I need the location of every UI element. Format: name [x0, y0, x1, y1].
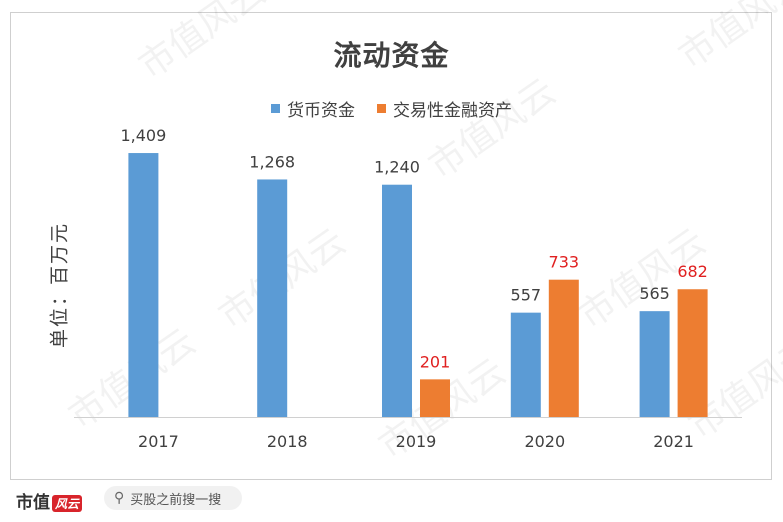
- data-label-series-2: 201: [420, 352, 451, 371]
- watermark-text: 市值风云: [132, 0, 273, 87]
- x-tick-label: 2017: [138, 432, 179, 451]
- footer-bar: 市值 风云 ⚲ 买股之前搜一搜: [0, 480, 783, 522]
- search-placeholder: 买股之前搜一搜: [130, 492, 222, 508]
- bar-series-1: [510, 312, 541, 417]
- bar-series-1: [257, 179, 288, 417]
- bar-series-2: [420, 379, 450, 417]
- data-label-series-1: 1,240: [374, 158, 420, 177]
- search-icon: ⚲: [114, 490, 125, 506]
- brand-logo-text: 市值: [16, 493, 50, 513]
- data-label-series-1: 565: [639, 284, 670, 303]
- x-tick-label: 2018: [267, 432, 308, 451]
- x-tick-label: 2021: [653, 432, 694, 451]
- x-tick-label: 2019: [396, 432, 437, 451]
- legend-label-series-1: 货币资金: [287, 101, 355, 121]
- watermark-text: 市值风云: [672, 0, 783, 77]
- bar-series-2: [548, 279, 579, 417]
- watermark-text: 市值风云: [422, 71, 563, 187]
- legend-swatch-series-2: [377, 104, 386, 113]
- bar-series-1: [128, 153, 159, 417]
- data-label-series-1: 1,409: [120, 126, 166, 145]
- data-label-series-2: 682: [677, 262, 708, 281]
- brand-logo-mark: 风云: [52, 495, 83, 512]
- brand-logo: 市值 风云: [16, 488, 83, 513]
- bar-series-2: [677, 289, 708, 417]
- data-label-series-2: 733: [549, 253, 580, 272]
- legend-item-series-2: 交易性金融资产: [377, 96, 512, 121]
- legend-label-series-2: 交易性金融资产: [393, 101, 512, 121]
- data-label-series-1: 1,268: [249, 152, 295, 171]
- legend-item-series-1: 货币资金: [271, 96, 355, 121]
- x-tick-label: 2020: [524, 432, 565, 451]
- bar-series-1: [639, 311, 670, 417]
- bar-series-1: [382, 184, 412, 417]
- legend-swatch-series-1: [271, 104, 280, 113]
- chart-legend: 货币资金 交易性金融资产: [0, 96, 783, 121]
- search-box[interactable]: ⚲ 买股之前搜一搜: [104, 486, 242, 510]
- data-label-series-1: 557: [511, 286, 542, 305]
- chart-title: 流动资金: [333, 39, 450, 72]
